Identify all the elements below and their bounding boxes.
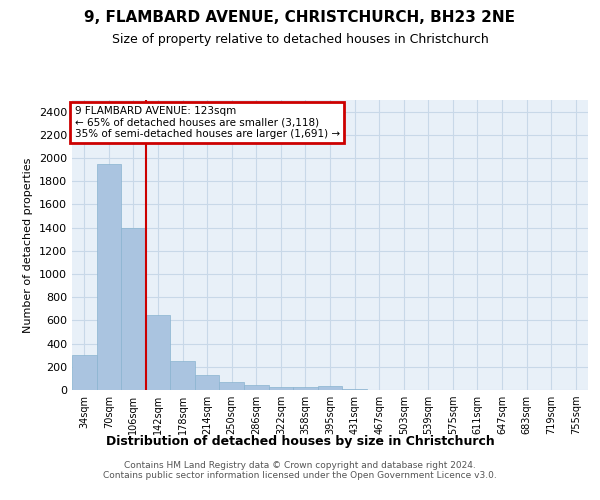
Text: 9 FLAMBARD AVENUE: 123sqm
← 65% of detached houses are smaller (3,118)
35% of se: 9 FLAMBARD AVENUE: 123sqm ← 65% of detac… [74, 106, 340, 139]
Bar [293, 386, 318, 390]
Bar [72, 354, 97, 390]
Bar [146, 314, 170, 390]
Text: Size of property relative to detached houses in Christchurch: Size of property relative to detached ho… [112, 32, 488, 46]
Text: 9, FLAMBARD AVENUE, CHRISTCHURCH, BH23 2NE: 9, FLAMBARD AVENUE, CHRISTCHURCH, BH23 2… [85, 10, 515, 25]
Y-axis label: Number of detached properties: Number of detached properties [23, 158, 34, 332]
Text: Contains HM Land Registry data © Crown copyright and database right 2024.
Contai: Contains HM Land Registry data © Crown c… [103, 460, 497, 480]
Bar [170, 361, 195, 390]
Bar [121, 228, 146, 390]
Bar [195, 375, 220, 390]
Bar [244, 385, 269, 390]
Bar [97, 164, 121, 390]
Bar [220, 382, 244, 390]
Text: Distribution of detached houses by size in Christchurch: Distribution of detached houses by size … [106, 435, 494, 448]
Bar [318, 386, 342, 390]
Bar [269, 386, 293, 390]
